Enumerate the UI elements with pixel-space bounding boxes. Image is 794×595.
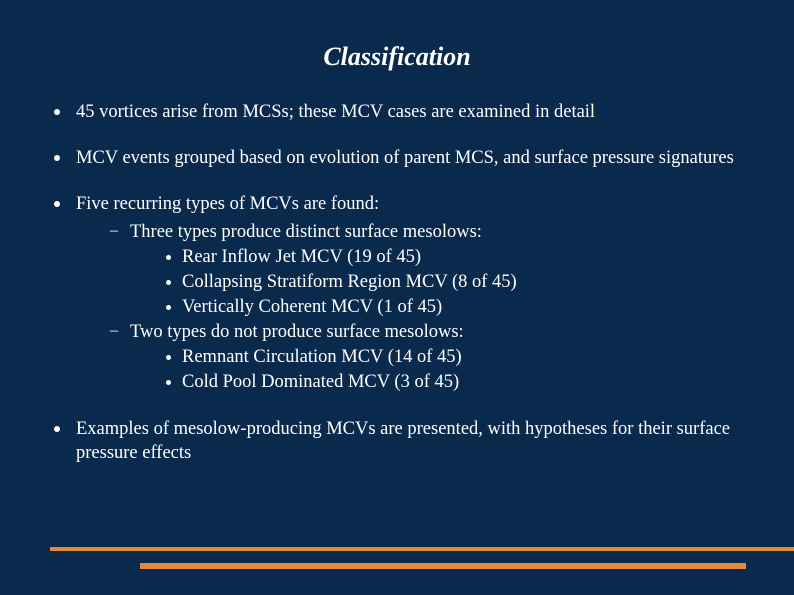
footer-decoration — [0, 547, 794, 577]
slide-title: Classification — [48, 42, 746, 72]
sub-text: Two types do not produce surface mesolow… — [130, 322, 464, 342]
bullet-item: 45 vortices arise from MCSs; these MCV c… — [48, 100, 746, 124]
sub-sub-text: Cold Pool Dominated MCV (3 of 45) — [182, 372, 459, 392]
sub-sub-item: Remnant Circulation MCV (14 of 45) — [162, 345, 746, 370]
bullet-item: Five recurring types of MCVs are found: … — [48, 192, 746, 395]
slide: Classification 45 vortices arise from MC… — [0, 0, 794, 595]
bullet-text: Examples of mesolow-producing MCVs are p… — [76, 419, 730, 463]
sub-sub-list: Rear Inflow Jet MCV (19 of 45) Collapsin… — [130, 245, 746, 320]
sub-sub-item: Collapsing Stratiform Region MCV (8 of 4… — [162, 270, 746, 295]
sub-list: Three types produce distinct surface mes… — [76, 220, 746, 395]
accent-bar-top — [50, 547, 794, 551]
sub-sub-text: Collapsing Stratiform Region MCV (8 of 4… — [182, 272, 517, 292]
sub-sub-item: Vertically Coherent MCV (1 of 45) — [162, 295, 746, 320]
bullet-text: Five recurring types of MCVs are found: — [76, 194, 379, 214]
bullet-item: MCV events grouped based on evolution of… — [48, 146, 746, 170]
bullet-text: MCV events grouped based on evolution of… — [76, 148, 734, 168]
bullet-text: 45 vortices arise from MCSs; these MCV c… — [76, 102, 595, 122]
bullet-item: Examples of mesolow-producing MCVs are p… — [48, 417, 746, 465]
sub-text: Three types produce distinct surface mes… — [130, 222, 482, 242]
sub-item: Three types produce distinct surface mes… — [110, 220, 746, 320]
accent-bar-bottom — [140, 563, 746, 569]
bullet-list: 45 vortices arise from MCSs; these MCV c… — [48, 100, 746, 465]
sub-sub-text: Remnant Circulation MCV (14 of 45) — [182, 347, 462, 367]
sub-sub-text: Rear Inflow Jet MCV (19 of 45) — [182, 247, 421, 267]
sub-item: Two types do not produce surface mesolow… — [110, 320, 746, 395]
sub-sub-text: Vertically Coherent MCV (1 of 45) — [182, 297, 442, 317]
sub-sub-item: Cold Pool Dominated MCV (3 of 45) — [162, 370, 746, 395]
sub-sub-list: Remnant Circulation MCV (14 of 45) Cold … — [130, 345, 746, 395]
sub-sub-item: Rear Inflow Jet MCV (19 of 45) — [162, 245, 746, 270]
